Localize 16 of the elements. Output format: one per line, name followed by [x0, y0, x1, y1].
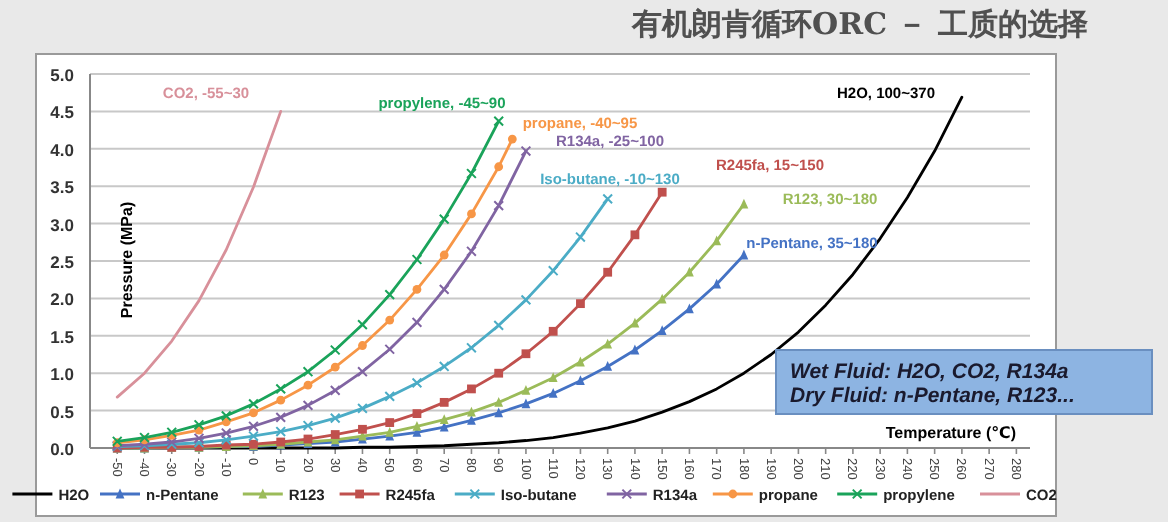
y-tick-label: 1.5 [50, 326, 75, 347]
y-tick-label: 4.0 [50, 139, 75, 160]
y-tick-label: 1.0 [50, 364, 75, 385]
y-tick-label: 3.5 [50, 177, 75, 198]
y-tick-label: 5.0 [50, 65, 75, 85]
y-tick-label: 3.0 [50, 214, 75, 235]
y-axis-title: Pressure (MPa) [118, 201, 136, 319]
annotation: Wet Fluid: H2O, CO2, R134a [790, 360, 1069, 384]
y-tick-label: 0.5 [50, 401, 75, 422]
y-tick-label: 2.0 [50, 289, 75, 310]
y-tick-label: 2.5 [50, 252, 75, 272]
title: 有机朗肯循环ORC － 工质的选择 [632, 6, 1088, 42]
x-axis-title: Temperature (℃) [885, 424, 1017, 442]
y-tick-label: 4.5 [50, 102, 75, 123]
y-tick-label: 0.0 [50, 439, 75, 459]
annotation: Dry Fluid: n-Pentane, R123... [790, 384, 1075, 408]
